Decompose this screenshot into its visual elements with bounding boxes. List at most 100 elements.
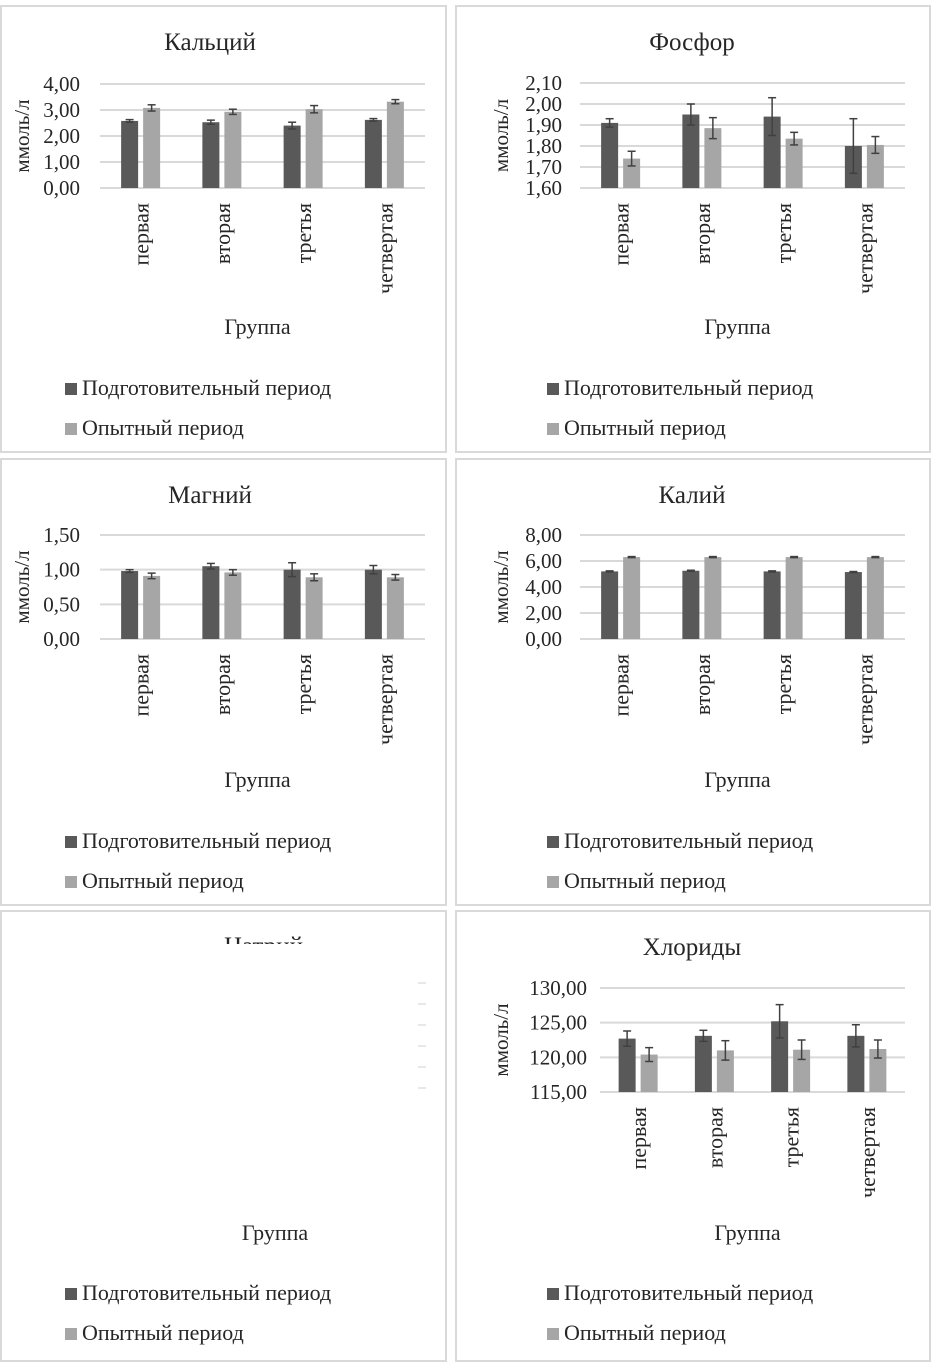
- bar-preparatory: [364, 119, 382, 188]
- y-axis-title: ммоль/л: [489, 550, 513, 623]
- y-tick-label: 130,00: [529, 976, 587, 1000]
- y-tick-label: 0,50: [43, 592, 80, 616]
- y-tick-label: 1,50: [43, 523, 80, 547]
- y-axis-title: ммоль/л: [10, 99, 34, 172]
- chart-magnesium: Магний 0,00 0,50 1,00 1,50 ммоль/л первая втора…: [10, 482, 425, 893]
- legend-label: Подготовительный период: [564, 828, 813, 853]
- chart-title: Калий: [659, 482, 726, 509]
- chart-title: Хлориды: [643, 934, 742, 961]
- legend-label: Опытный период: [564, 868, 726, 893]
- bar-experimental: [305, 577, 323, 639]
- bar-preparatory: [618, 1038, 636, 1092]
- legend-swatch: [65, 1288, 77, 1300]
- y-tick-label: 115,00: [530, 1080, 587, 1104]
- legend-swatch: [65, 423, 77, 435]
- legend-label: Подготовительный период: [82, 828, 331, 853]
- bar-preparatory: [601, 122, 619, 188]
- x-tick-label: третья: [291, 203, 316, 263]
- x-axis-title: Группа: [714, 1220, 781, 1245]
- y-tick-label: 4,00: [43, 72, 80, 96]
- bar-preparatory: [763, 116, 781, 188]
- x-tick-label: четвертая: [372, 203, 397, 294]
- chart-chlorides: Хлориды 115,00 120,00 125,00 130,00 ммоль/л пе…: [489, 934, 905, 1345]
- y-axis-title: ммоль/л: [489, 99, 513, 172]
- bar-experimental: [704, 557, 722, 639]
- bar-experimental: [716, 1050, 734, 1092]
- bar-experimental: [869, 1049, 887, 1092]
- x-tick-label: третья: [291, 654, 316, 714]
- y-tick-label: 1,60: [525, 176, 562, 200]
- legend-label: Опытный период: [82, 415, 244, 440]
- y-tick-label: 3,00: [43, 98, 80, 122]
- x-tick-label: первая: [129, 203, 154, 266]
- x-tick-label: вторая: [210, 654, 235, 715]
- bar-experimental: [793, 1049, 811, 1092]
- legend-label: Опытный период: [82, 1320, 244, 1345]
- x-axis-title: Группа: [224, 314, 291, 339]
- y-axis-title: ммоль/л: [10, 550, 34, 623]
- x-tick-label: первая: [129, 654, 154, 717]
- legend-swatch: [65, 1328, 77, 1340]
- x-tick-label: четвертая: [852, 654, 877, 745]
- bar-experimental: [866, 144, 884, 188]
- chart-title-partial: Натрий: [42, 930, 445, 944]
- y-tick-label: 2,10: [525, 71, 562, 95]
- x-tick-label: четвертая: [852, 203, 877, 294]
- legend-swatch: [65, 383, 77, 395]
- y-tick-label: 2,00: [525, 601, 562, 625]
- chart-title: Магний: [168, 482, 252, 509]
- y-tick-label: 120,00: [529, 1045, 587, 1069]
- bar-experimental: [866, 557, 884, 639]
- x-tick-label: третья: [771, 654, 796, 714]
- legend-swatch: [547, 1288, 559, 1300]
- bar-preparatory: [847, 1035, 865, 1092]
- x-axis-title: Группа: [242, 1220, 309, 1245]
- chart-panel-sodium: Натрий Группа Подготовительный период Опыт…: [0, 910, 447, 1362]
- chart-potassium: Калий 0,002,004,006,008,00 ммоль/л первая вт…: [489, 482, 905, 893]
- x-tick-label: четвертая: [372, 654, 397, 745]
- y-tick-label: 1,00: [43, 150, 80, 174]
- legend-swatch: [547, 836, 559, 848]
- bar-preparatory: [601, 571, 619, 639]
- chart-sodium: Группа Подготовительный период Опытный пер…: [65, 982, 426, 1345]
- bar-experimental: [224, 111, 242, 188]
- y-tick-label: 0,00: [43, 627, 80, 651]
- y-tick-label: 4,00: [525, 575, 562, 599]
- x-tick-label: первая: [626, 1107, 651, 1170]
- bar-experimental: [785, 138, 803, 188]
- y-tick-label: 2,00: [525, 92, 562, 116]
- bar-preparatory: [283, 569, 301, 639]
- legend-label: Опытный период: [564, 415, 726, 440]
- bar-experimental: [143, 575, 161, 639]
- legend-swatch: [547, 876, 559, 888]
- y-tick-label: 0,00: [43, 176, 80, 200]
- bar-experimental: [785, 557, 803, 639]
- chart-title: Кальций: [164, 29, 256, 56]
- bar-experimental: [224, 572, 242, 639]
- bar-experimental: [143, 107, 161, 188]
- chart-title: Фосфор: [649, 29, 734, 56]
- x-tick-label: вторая: [210, 203, 235, 264]
- x-tick-label: первая: [609, 203, 634, 266]
- y-tick-label: 1,80: [525, 134, 562, 158]
- bar-experimental: [386, 577, 404, 639]
- bar-preparatory: [763, 571, 781, 639]
- y-tick-label: 2,00: [43, 124, 80, 148]
- x-axis-title: Группа: [704, 314, 771, 339]
- x-axis-title: Группа: [224, 767, 291, 792]
- bar-experimental: [623, 158, 641, 188]
- legend-label: Опытный период: [564, 1320, 726, 1345]
- chart-phosphorus: Фосфор 1,601,701,801,902,002,10 ммоль/л пер…: [489, 29, 905, 440]
- y-tick-label: 8,00: [525, 523, 562, 547]
- legend-swatch: [65, 836, 77, 848]
- chart-panel-potassium: Калий 0,00 2,00 4,00 6,00 8,00 ммоль/л первая вт…: [455, 458, 931, 906]
- chart-panel-phosphorus: Фосфор 1,60 1,70 1,80 1,90 2,00 2,10 ммоль/л пер…: [455, 5, 931, 453]
- bar-preparatory: [682, 114, 700, 188]
- bar-preparatory: [364, 569, 382, 639]
- bar-preparatory: [771, 1021, 789, 1092]
- bar-preparatory: [682, 570, 700, 639]
- y-tick-label: 6,00: [525, 549, 562, 573]
- y-tick-label: 1,00: [43, 558, 80, 582]
- x-axis-title: Группа: [704, 767, 771, 792]
- chart-panel-chlorides: Хлориды 115,00 120,00 125,00 130,00 ммоль/л пе…: [455, 910, 931, 1362]
